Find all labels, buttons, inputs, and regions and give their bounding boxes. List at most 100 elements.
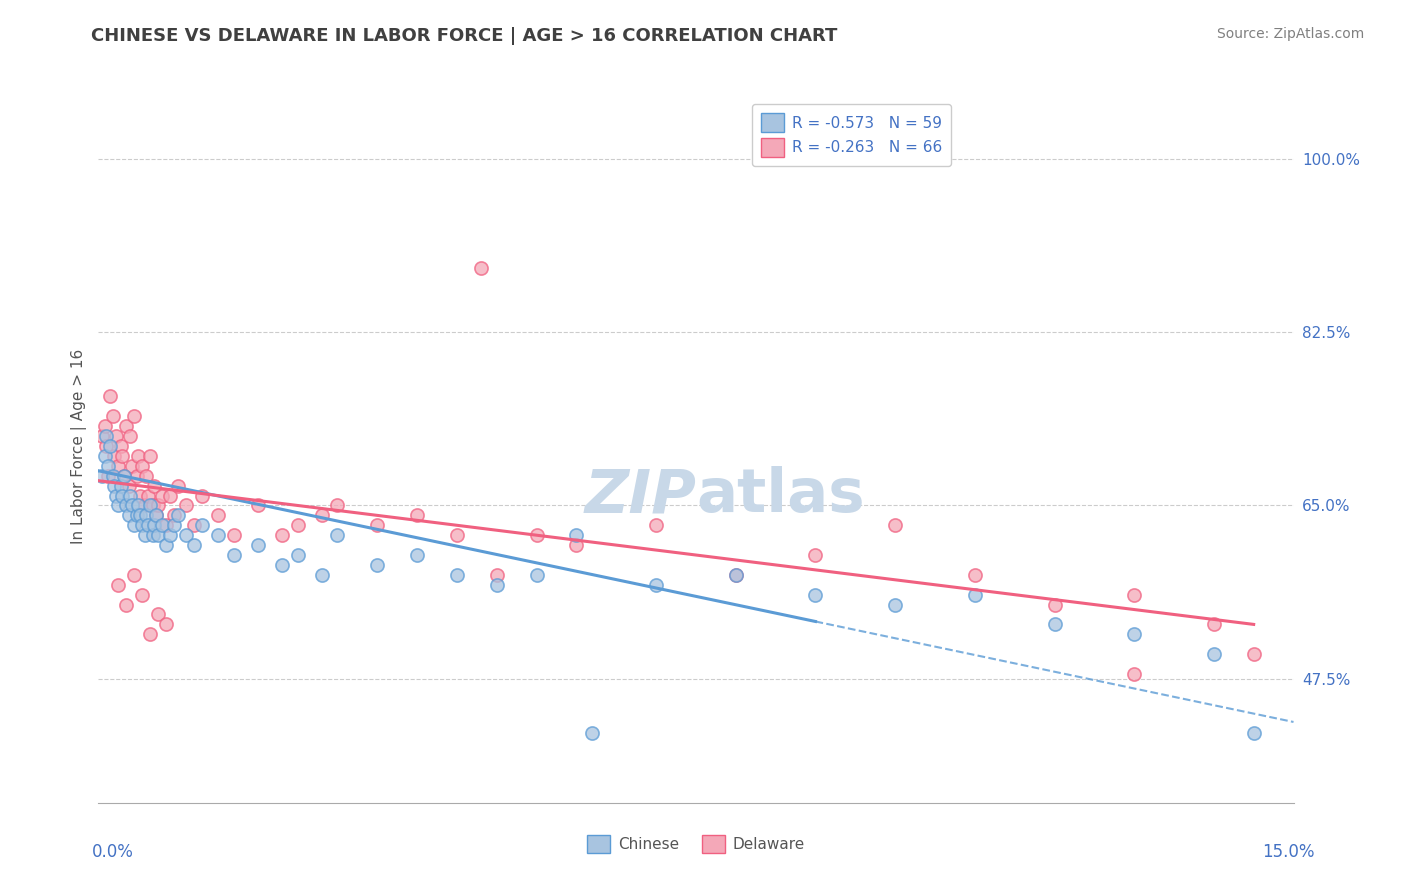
Point — [565, 538, 588, 552]
Point — [1123, 588, 1146, 602]
Point — [127, 499, 149, 513]
Point — [311, 508, 333, 523]
Point — [222, 528, 245, 542]
Point — [142, 528, 165, 542]
Point — [246, 538, 269, 552]
Point — [110, 439, 132, 453]
Point — [174, 528, 197, 542]
Point — [101, 409, 124, 424]
Point — [406, 508, 429, 523]
Point — [115, 598, 138, 612]
Point — [115, 419, 138, 434]
Text: 15.0%: 15.0% — [1263, 843, 1315, 861]
Point — [207, 528, 229, 542]
Point — [446, 528, 468, 542]
Point — [174, 499, 197, 513]
Y-axis label: In Labor Force | Age > 16: In Labor Force | Age > 16 — [72, 349, 87, 543]
Point — [135, 468, 157, 483]
Point — [121, 458, 143, 473]
Point — [446, 567, 468, 582]
Point — [145, 508, 167, 523]
Point — [311, 567, 333, 582]
Point — [155, 538, 177, 552]
Point — [136, 489, 159, 503]
Point — [155, 617, 177, 632]
Point — [287, 548, 309, 562]
Point — [112, 468, 135, 483]
Point — [103, 478, 125, 492]
Point — [97, 458, 120, 473]
Point — [143, 518, 166, 533]
Point — [120, 429, 142, 443]
Point — [97, 468, 120, 483]
Point — [143, 478, 166, 492]
Point — [326, 499, 349, 513]
Point — [142, 499, 165, 513]
Point — [139, 449, 162, 463]
Point — [155, 518, 177, 533]
Point — [148, 499, 170, 513]
Point — [136, 518, 159, 533]
Point — [96, 429, 118, 443]
Point — [124, 409, 146, 424]
Point — [135, 508, 157, 523]
Point — [163, 518, 186, 533]
Point — [103, 449, 125, 463]
Point — [1123, 667, 1146, 681]
Point — [963, 588, 986, 602]
Point — [94, 419, 117, 434]
Point — [131, 588, 153, 602]
Point — [222, 548, 245, 562]
Point — [134, 528, 156, 542]
Point — [645, 518, 668, 533]
Point — [124, 567, 146, 582]
Point — [139, 499, 162, 513]
Point — [485, 578, 508, 592]
Text: Source: ZipAtlas.com: Source: ZipAtlas.com — [1216, 27, 1364, 41]
Point — [139, 627, 162, 641]
Point — [115, 499, 138, 513]
Point — [804, 588, 827, 602]
Point — [131, 458, 153, 473]
Point — [111, 449, 134, 463]
Point — [485, 567, 508, 582]
Point — [145, 508, 167, 523]
Point — [121, 499, 143, 513]
Point — [110, 478, 132, 492]
Text: 0.0%: 0.0% — [91, 843, 134, 861]
Point — [125, 508, 148, 523]
Point — [1243, 647, 1265, 661]
Point — [246, 499, 269, 513]
Point — [124, 518, 146, 533]
Point — [148, 607, 170, 622]
Point — [98, 439, 122, 453]
Point — [565, 528, 588, 542]
Point — [159, 528, 181, 542]
Point — [470, 260, 492, 275]
Point — [581, 726, 603, 740]
Point — [107, 578, 129, 592]
Point — [91, 468, 114, 483]
Point — [104, 489, 127, 503]
Point — [884, 518, 907, 533]
Point — [91, 429, 114, 443]
Point — [125, 468, 148, 483]
Point — [724, 567, 747, 582]
Point — [98, 389, 122, 403]
Point — [104, 429, 127, 443]
Point — [645, 578, 668, 592]
Point — [131, 518, 153, 533]
Point — [1043, 598, 1066, 612]
Point — [804, 548, 827, 562]
Point — [163, 508, 186, 523]
Point — [326, 528, 349, 542]
Point — [526, 528, 548, 542]
Point — [1043, 617, 1066, 632]
Point — [366, 558, 388, 572]
Point — [724, 567, 747, 582]
Point — [270, 528, 292, 542]
Point — [120, 489, 142, 503]
Point — [111, 489, 134, 503]
Point — [1123, 627, 1146, 641]
Point — [128, 489, 150, 503]
